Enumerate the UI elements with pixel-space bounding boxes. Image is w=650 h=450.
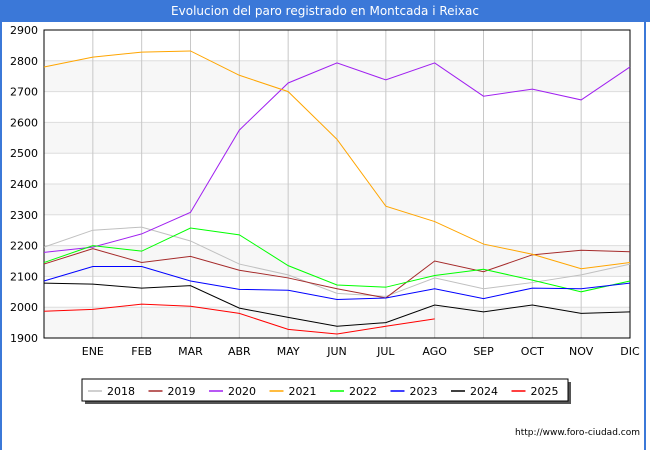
y-tick-label: 2500: [10, 147, 38, 160]
x-tick-label: ENE: [82, 345, 104, 358]
legend-label: 2023: [410, 385, 438, 398]
x-tick-label: DIC: [620, 345, 640, 358]
source-url[interactable]: http://www.foro-ciudad.com: [515, 428, 640, 438]
y-tick-label: 2700: [10, 86, 38, 99]
x-tick-label: JUL: [376, 345, 395, 358]
legend-label: 2021: [289, 385, 317, 398]
x-tick-label: MAY: [277, 345, 300, 358]
series-line-2020: [43, 62, 631, 253]
y-tick-label: 2900: [10, 24, 38, 37]
series-line-2022: [43, 227, 631, 293]
legend-label: 2025: [531, 385, 559, 398]
legend-label: 2022: [349, 385, 377, 398]
x-tick-label: NOV: [569, 345, 594, 358]
y-tick-label: 2300: [10, 209, 38, 222]
plot-border: [43, 29, 631, 339]
legend-label: 2019: [168, 385, 196, 398]
legend-label: 2024: [470, 385, 498, 398]
chart-title: Evolucion del paro registrado en Montcad…: [0, 0, 650, 22]
legend-box: [81, 378, 569, 402]
series-line-2025: [43, 303, 435, 335]
series-line-2021: [43, 50, 631, 270]
x-tick-label: AGO: [422, 345, 447, 358]
y-tick-label: 2100: [10, 270, 38, 283]
x-tick-label: SEP: [473, 345, 494, 358]
x-tick-label: ABR: [228, 345, 251, 358]
y-tick-label: 2600: [10, 116, 38, 129]
series-line-2018: [43, 226, 631, 297]
series-line-2024: [43, 282, 631, 327]
y-tick-label: 2800: [10, 55, 38, 68]
series-line-2019: [43, 248, 631, 299]
x-tick-label: OCT: [521, 345, 544, 358]
series-line-2023: [43, 266, 631, 301]
y-tick-label: 2000: [10, 301, 38, 314]
x-tick-label: FEB: [131, 345, 152, 358]
x-tick-label: JUN: [326, 345, 347, 358]
y-tick-label: 2400: [10, 178, 38, 191]
legend-label: 2020: [228, 385, 256, 398]
x-tick-label: MAR: [178, 345, 203, 358]
legend: 2018 2019 2020 2021 2022 2023 2024 2025: [81, 378, 571, 404]
y-tick-label: 1900: [10, 332, 38, 345]
y-tick-label: 2200: [10, 240, 38, 253]
legend-label: 2018: [107, 385, 135, 398]
